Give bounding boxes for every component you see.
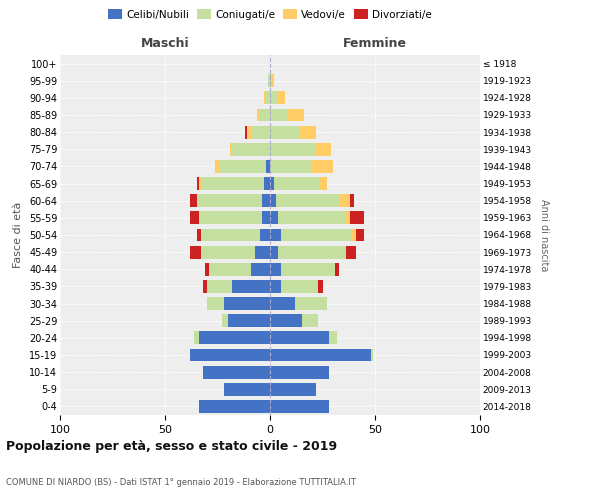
Bar [270,400,329,413]
Bar [340,194,350,207]
Bar [270,74,272,87]
Bar [316,143,331,156]
Bar [278,92,285,104]
Bar [232,143,270,156]
Bar [270,212,278,224]
Text: Popolazione per età, sesso e stato civile - 2019: Popolazione per età, sesso e stato civil… [6,440,337,453]
Bar [281,263,335,276]
Bar [270,160,312,173]
Bar [215,160,220,173]
Bar [262,194,270,207]
Bar [251,126,270,138]
Bar [350,212,364,224]
Bar [312,160,333,173]
Bar [277,194,340,207]
Bar [260,228,270,241]
Text: Femmine: Femmine [343,37,407,50]
Bar [270,366,329,378]
Bar [201,246,256,258]
Bar [299,126,316,138]
Bar [260,108,270,122]
Bar [270,177,274,190]
Bar [190,212,199,224]
Bar [281,228,352,241]
Bar [199,212,262,224]
Bar [270,332,329,344]
Bar [266,92,270,104]
Y-axis label: Anni di nascita: Anni di nascita [539,199,548,271]
Text: COMUNE DI NIARDO (BS) - Dati ISTAT 1° gennaio 2019 - Elaborazione TUTTITALIA.IT: COMUNE DI NIARDO (BS) - Dati ISTAT 1° ge… [6,478,356,487]
Bar [270,280,281,293]
Bar [232,280,270,293]
Bar [199,332,270,344]
Bar [264,177,270,190]
Bar [205,263,209,276]
Bar [262,212,270,224]
Bar [200,177,264,190]
Bar [207,280,232,293]
Bar [346,246,356,258]
Bar [190,194,197,207]
Bar [270,348,371,362]
Bar [199,177,201,190]
Bar [270,108,287,122]
Bar [335,263,340,276]
Bar [190,348,270,362]
Text: Maschi: Maschi [140,37,190,50]
Bar [222,314,228,327]
Bar [281,280,319,293]
Bar [319,280,323,293]
Bar [329,332,337,344]
Bar [352,228,356,241]
Bar [245,126,247,138]
Bar [320,177,326,190]
Bar [274,177,320,190]
Bar [230,143,232,156]
Bar [270,246,278,258]
Bar [268,74,270,87]
Bar [256,246,270,258]
Bar [197,177,199,190]
Bar [201,228,260,241]
Bar [346,212,350,224]
Bar [302,314,319,327]
Bar [203,280,207,293]
Bar [224,383,270,396]
Bar [266,160,270,173]
Bar [199,400,270,413]
Bar [264,92,266,104]
Bar [278,246,346,258]
Legend: Celibi/Nubili, Coniugati/e, Vedovi/e, Divorziati/e: Celibi/Nubili, Coniugati/e, Vedovi/e, Di… [104,5,436,24]
Bar [270,228,281,241]
Bar [190,246,201,258]
Bar [257,108,260,122]
Y-axis label: Fasce di età: Fasce di età [13,202,23,268]
Bar [203,366,270,378]
Bar [194,332,199,344]
Bar [270,314,302,327]
Bar [197,194,262,207]
Bar [207,297,224,310]
Bar [295,297,326,310]
Bar [270,143,316,156]
Bar [270,92,278,104]
Bar [220,160,266,173]
Bar [278,212,346,224]
Bar [197,228,201,241]
Bar [356,228,364,241]
Bar [270,194,277,207]
Bar [228,314,270,327]
Bar [350,194,354,207]
Bar [209,263,251,276]
Bar [270,126,299,138]
Bar [251,263,270,276]
Bar [270,297,295,310]
Bar [247,126,251,138]
Bar [287,108,304,122]
Bar [371,348,373,362]
Bar [224,297,270,310]
Bar [270,263,281,276]
Bar [272,74,274,87]
Bar [270,383,316,396]
